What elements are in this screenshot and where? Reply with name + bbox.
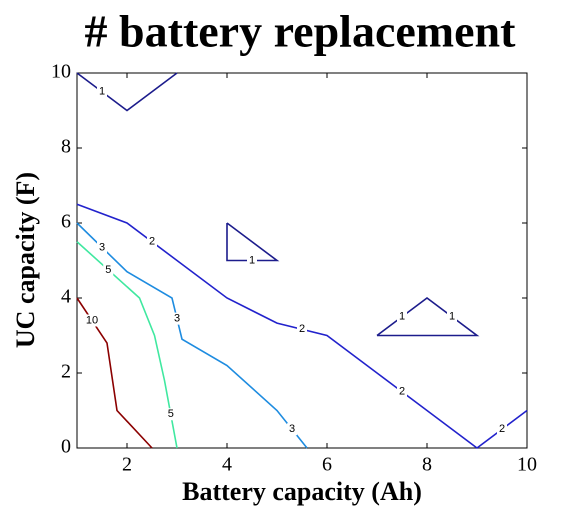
contour-label: 2 xyxy=(299,323,305,335)
contour-label-bg xyxy=(397,310,407,323)
y-tick-label: 4 xyxy=(61,286,71,308)
contour-label-bg xyxy=(172,312,182,325)
chart-title: # battery replacement xyxy=(85,6,517,57)
contour-label: 1 xyxy=(249,254,255,266)
y-axis-label: UC capacity (F) xyxy=(11,172,40,348)
contour-label-bg xyxy=(103,263,114,276)
contour-label: 2 xyxy=(399,386,405,398)
contour-label: 3 xyxy=(289,423,295,435)
contour-label: 5 xyxy=(168,408,174,420)
x-tick-label: 10 xyxy=(517,454,537,476)
contour-label-bg xyxy=(97,85,107,98)
x-axis-label: Battery capacity (Ah) xyxy=(182,477,422,506)
plot-frame xyxy=(76,72,528,449)
contour-label: 3 xyxy=(174,313,180,325)
contour-label-bg xyxy=(97,241,107,254)
contour-label-bg xyxy=(87,314,97,327)
contour-label-bg xyxy=(297,323,307,336)
contour-label-bg xyxy=(497,423,507,436)
contour-label-bg xyxy=(447,310,457,323)
y-tick-label: 2 xyxy=(61,361,71,383)
x-tick-label: 6 xyxy=(322,454,332,476)
contour-label-bg xyxy=(147,235,157,248)
y-tick-label: 8 xyxy=(61,136,71,158)
contour-label-bg xyxy=(287,423,297,436)
x-tick-label: 2 xyxy=(122,454,132,476)
y-tick-label: 0 xyxy=(61,436,71,458)
contour-label-bg xyxy=(165,408,176,421)
contour-label-bg xyxy=(397,385,407,398)
x-tick-label: 4 xyxy=(222,454,232,476)
y-tick-label: 6 xyxy=(61,211,71,233)
x-tick-label: 8 xyxy=(422,454,432,476)
contour-label: 5 xyxy=(105,264,111,276)
contour-line xyxy=(76,241,178,449)
contour-label: 2 xyxy=(499,423,505,435)
contour-label-bg xyxy=(247,254,257,267)
contour-label: 3 xyxy=(99,241,105,253)
contour-line xyxy=(76,222,308,449)
y-tick-label: 10 xyxy=(51,61,71,83)
contour-label: 1 xyxy=(449,311,455,323)
contour-label: 2 xyxy=(149,236,155,248)
contour-label: 1 xyxy=(99,86,105,98)
contour-label: 1 xyxy=(399,311,405,323)
contour-label: 10 xyxy=(86,314,98,326)
